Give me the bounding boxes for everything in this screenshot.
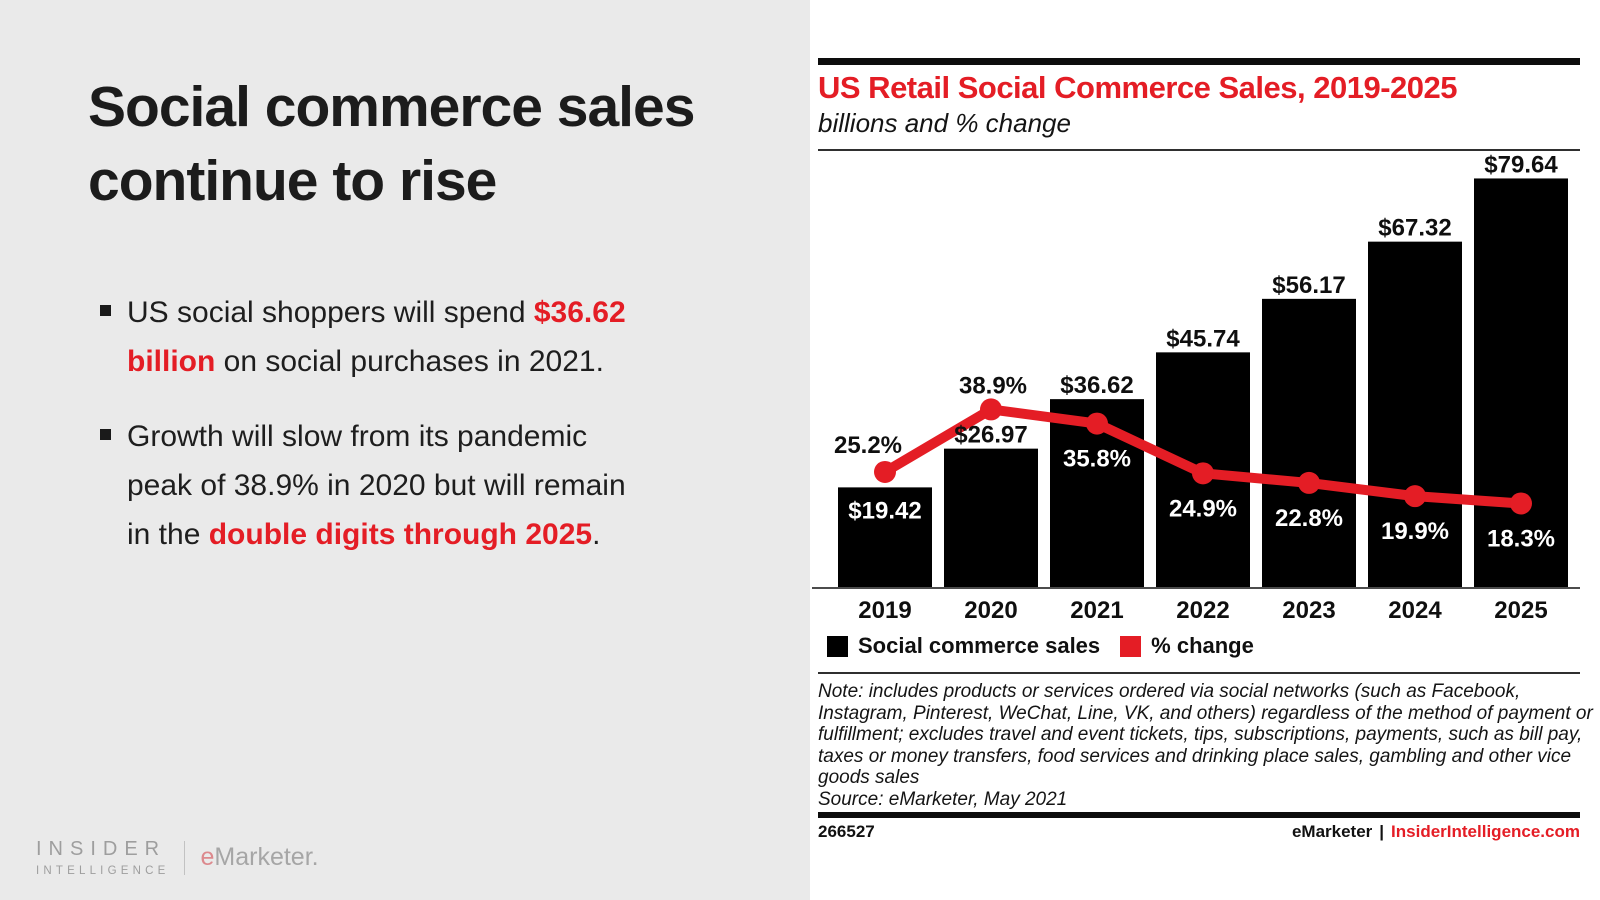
chart-subtitle: billions and % change [818,108,1071,138]
logo-divider [184,840,186,875]
legend-swatch [827,635,848,657]
note-line: taxes or money transfers, food services … [818,745,1572,767]
footer-rule [818,812,1580,818]
pct-label-2023: 22.8% [1275,505,1343,532]
bullet-list: US social shoppers will spend $36.62 bil… [100,288,648,585]
x-tick-2025: 2025 [1494,597,1547,624]
bullet-item: Growth will slow from its pandemic peak … [100,412,648,559]
x-tick-2024: 2024 [1388,597,1442,624]
legend-swatch [1120,635,1142,657]
footer-emarketer: eMarketer [1291,822,1373,841]
bullet-item: US social shoppers will spend $36.62 bil… [100,288,648,386]
bar-2025 [1474,178,1568,587]
bullet-marker-icon [100,305,111,316]
bullet-text-segment: on social purchases in 2021. [215,345,604,378]
pct-label-2022: 24.9% [1169,495,1237,522]
logo-insider-text: INSIDER [36,838,167,860]
bar-label-2021: $36.62 [1060,372,1133,399]
pct-label-2020: 38.9% [959,372,1027,399]
bullet-text-segment: . [592,518,601,551]
footer-divider: | [1379,822,1385,841]
chart-legend: Social commerce sales % change [827,633,1254,659]
chart-source: Source: eMarketer, May 2021 [818,789,1068,810]
pct-label-2025: 18.3% [1487,525,1555,552]
logo-intelligence-text: INTELLIGENCE [36,865,170,877]
x-tick-2023: 2023 [1282,597,1335,624]
pct-label-2019: 25.2% [834,432,902,459]
pct-point-2019 [874,460,896,483]
bar-2020 [944,448,1038,587]
footer-brand-links: eMarketer | InsiderIntelligence.com [1292,822,1580,842]
x-tick-2021: 2021 [1070,597,1123,624]
footer-site-link[interactable]: InsiderIntelligence.com [1391,822,1580,841]
subtitle-divider [818,149,1580,151]
page-title: Social commerce sales continue to rise [88,75,695,213]
legend-item: Social commerce sales [827,633,1100,659]
note-line: fulfillment; excludes travel and event t… [818,724,1583,745]
pct-label-2024: 19.9% [1381,518,1449,545]
note-line: Note: includes products or services orde… [818,681,1521,702]
pct-point-2020 [980,398,1002,421]
note-line: goods sales [818,767,920,788]
emarketer-wordmark: eMarketer. [200,843,318,872]
note-divider [818,672,1580,674]
chart-footer: 266527 eMarketer | InsiderIntelligence.com [818,822,1580,842]
chart-title: US Retail Social Commerce Sales, 2019-20… [818,70,1457,105]
chart-id: 266527 [818,822,875,841]
pct-point-2022 [1192,462,1214,485]
title-rule [818,58,1580,65]
bar-label-2020: $26.97 [954,422,1027,449]
insider-intelligence-logo: INSIDER INTELLIGENCE eMarketer. [36,838,319,877]
bar-label-2025: $79.64 [1484,151,1558,178]
pct-point-2023 [1298,471,1320,494]
emarketer-rest: Marketer. [214,843,319,871]
legend-item: % change [1120,633,1254,659]
legend-label: % change [1151,633,1254,658]
bullet-text-segment: Growth will slow from its pandemic peak … [127,420,626,551]
bullet-text-segment: US social shoppers will spend [127,296,534,329]
bar-2024 [1368,241,1462,587]
emarketer-e: e [200,843,215,871]
x-tick-2020: 2020 [964,597,1017,624]
bullet-text-segment: double digits through 2025 [208,518,593,551]
bullet-marker-icon [100,429,111,440]
chart-panel: US Retail Social Commerce Sales, 2019-20… [810,0,1600,900]
left-panel: Social commerce sales continue to rise U… [0,0,810,900]
bar-label-2019: $19.42 [848,497,921,524]
x-tick-2019: 2019 [858,597,911,624]
x-tick-2022: 2022 [1176,597,1229,624]
bar-label-2024: $67.32 [1378,215,1451,242]
bar-2023 [1262,298,1356,587]
bar-2019 [838,487,932,587]
note-line: Instagram, Pinterest, WeChat, Line, VK, … [818,702,1593,724]
bar-label-2023: $56.17 [1272,272,1345,299]
pct-label-2021: 35.8% [1063,446,1131,473]
legend-label: Social commerce sales [858,633,1101,658]
combo-chart: $19.42 $26.97 $36.62 $45.74 $56.17 $67.32 $79.… [812,151,1580,624]
pct-point-2025 [1510,492,1532,515]
insider-wordmark: INSIDER INTELLIGENCE [36,838,169,877]
bar-label-2022: $45.74 [1166,325,1240,352]
pct-point-2024 [1404,485,1426,508]
chart-note: Note: includes products or services orde… [818,681,1593,789]
pct-point-2021 [1086,412,1108,435]
bullet-text-segment: $36.62 billion [127,296,626,378]
